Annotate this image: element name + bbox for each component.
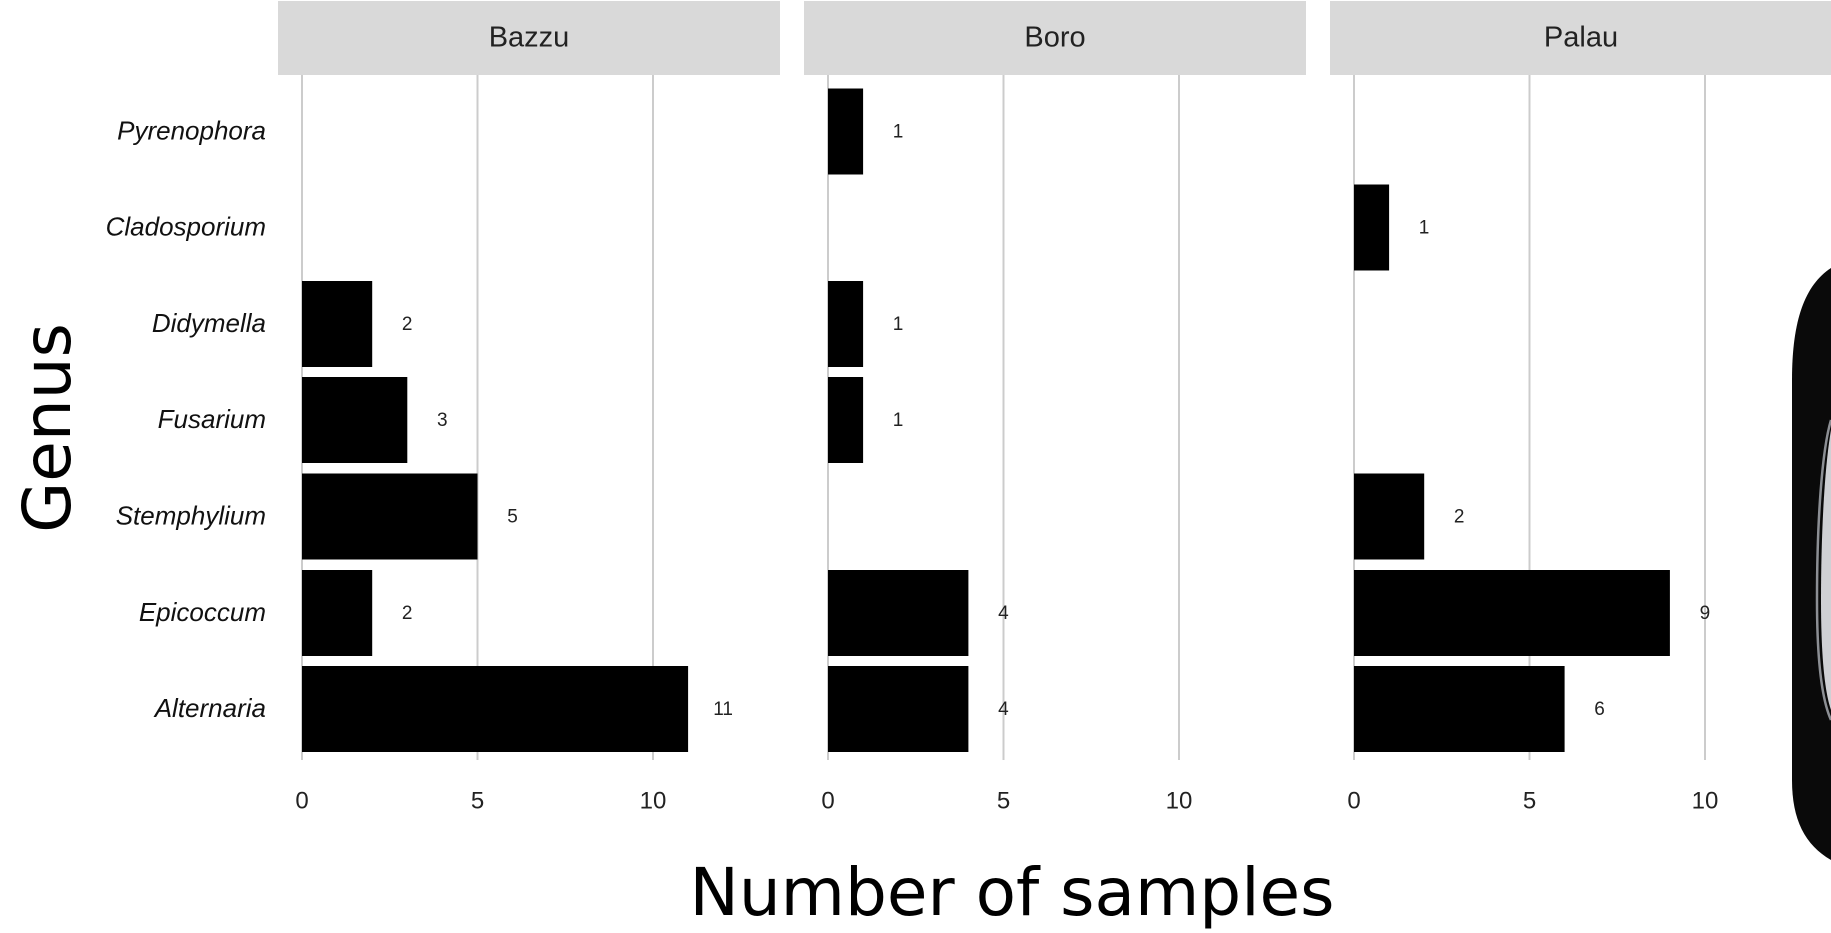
data-label: 1 (893, 314, 904, 335)
panel-boro: Boro 0 5 10 1 1 1 4 4 (804, 1, 1306, 814)
x-tick-label: 10 (1166, 787, 1193, 814)
data-label: 4 (998, 699, 1009, 720)
y-category-label: Didymella (152, 308, 266, 338)
data-label: 6 (1594, 699, 1605, 720)
data-label: 11 (713, 699, 733, 720)
data-label: 3 (437, 410, 448, 431)
data-label: 2 (402, 314, 413, 335)
bar-alternaria (302, 666, 689, 752)
x-tick-label: 0 (295, 787, 308, 814)
y-category-label: Alternaria (153, 693, 266, 723)
y-category-label: Cladosporium (106, 211, 266, 241)
x-tick-label: 5 (1523, 787, 1536, 814)
bar-stemphylium (1354, 473, 1425, 560)
bar-fusarium (828, 377, 864, 463)
bar-pyrenophora (828, 88, 864, 175)
photo-inset (1792, 268, 1831, 860)
bar-alternaria (828, 666, 969, 752)
y-category-label: Pyrenophora (117, 115, 266, 145)
bar-fusarium (302, 377, 408, 463)
x-tick-label: 10 (1692, 787, 1719, 814)
data-label: 1 (1419, 218, 1430, 239)
y-category-label: Epicoccum (139, 597, 266, 627)
y-category-label: Fusarium (158, 404, 266, 434)
bar-stemphylium (302, 473, 478, 560)
facet-strip-label: Palau (1544, 22, 1618, 54)
bar-alternaria (1354, 666, 1565, 752)
facet-strip-label: Boro (1024, 22, 1085, 54)
category-labels: Pyrenophora Cladosporium Didymella Fusarium… (106, 115, 266, 723)
bar-didymella (302, 281, 373, 367)
x-tick-label: 5 (471, 787, 484, 814)
y-category-label: Stemphylium (116, 500, 266, 530)
bar-epicoccum (1354, 570, 1670, 656)
bar-cladosporium (1354, 184, 1390, 271)
data-label: 1 (893, 122, 904, 143)
data-label: 2 (1454, 507, 1465, 528)
x-tick-label: 10 (640, 787, 667, 814)
data-label: 4 (998, 603, 1009, 624)
x-axis-title: Number of samples (689, 854, 1334, 931)
facet-strip (278, 1, 780, 75)
bar-epicoccum (302, 570, 373, 656)
x-tick-label: 5 (997, 787, 1010, 814)
x-tick-label: 0 (821, 787, 834, 814)
data-label: 1 (893, 410, 904, 431)
y-axis-title: Genus (9, 323, 86, 533)
bar-epicoccum (828, 570, 969, 656)
facet-strip (1330, 1, 1831, 75)
panel-bazzu: Bazzu 0 5 10 2 3 5 2 11 (278, 1, 780, 814)
data-label: 2 (402, 603, 413, 624)
data-label: 9 (1700, 603, 1711, 624)
x-tick-label: 0 (1347, 787, 1360, 814)
bar-didymella (828, 281, 864, 367)
facet-strip-label: Bazzu (489, 22, 570, 54)
facet-strip (804, 1, 1306, 75)
data-label: 5 (507, 507, 518, 528)
